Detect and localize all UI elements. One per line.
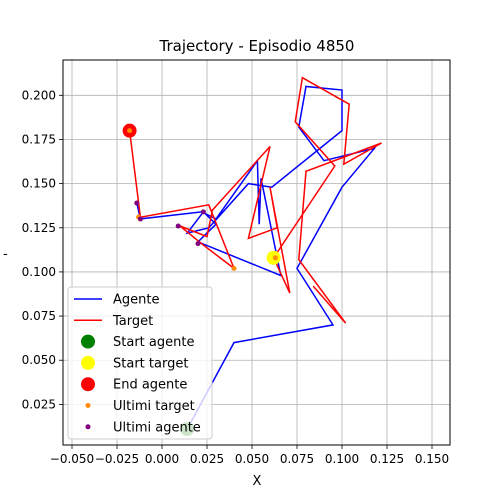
legend-swatch-start-agente	[81, 334, 95, 349]
y-tick-label: 0.025	[22, 397, 56, 411]
legend-swatch-start-target	[81, 355, 95, 370]
y-tick-label: 0.200	[22, 88, 56, 102]
marker-ultimi-agente	[195, 241, 201, 247]
series-line-target	[128, 76, 382, 324]
x-tick-label: 0.100	[325, 452, 359, 466]
y-axis-label: -	[3, 247, 8, 262]
legend-label-start-agente: Start agente	[113, 335, 194, 350]
x-tick-label: 0.050	[235, 452, 269, 466]
legend-label-ultimi-agente: Ultimi agente	[113, 420, 201, 435]
grid	[63, 60, 450, 445]
x-tick-label: 0.000	[145, 452, 179, 466]
legend-label-target: Target	[112, 314, 153, 329]
chart-title: Trajectory - Episodio 4850	[159, 37, 355, 55]
x-tick-label: 0.125	[370, 452, 404, 466]
marker-ultimi-agente	[134, 200, 140, 206]
y-tick-label: 0.175	[22, 132, 56, 146]
legend-swatch-ultimi-agente	[85, 424, 91, 430]
y-tick-label: 0.100	[22, 265, 56, 279]
x-axis-label: X	[253, 474, 262, 489]
axis-ticks: −0.050 −0.025 0.000 0.025 0.050 0.075 0.100 0.1…	[22, 88, 450, 466]
x-tick-label: 0.150	[415, 452, 449, 466]
marker-ultimi-agente	[200, 209, 206, 215]
x-tick-label: −0.025	[95, 452, 139, 466]
legend-label-end-agente: End agente	[113, 378, 187, 393]
marker-ultimi-target	[127, 128, 133, 134]
legend-label-agente: Agente	[113, 293, 159, 308]
series-line-agente	[136, 85, 377, 430]
legend-box	[67, 286, 213, 440]
marker-ultimi-target	[231, 265, 237, 271]
y-tick-label: 0.050	[22, 353, 56, 367]
legend-label-ultimi-target: Ultimi target	[113, 399, 195, 414]
marker-ultimi-target	[272, 255, 278, 261]
marker-ultimi-agente	[137, 216, 143, 222]
legend-label-start-target: Start target	[113, 356, 188, 371]
marker-ultimi-agente	[175, 223, 181, 229]
legend-swatch-end-agente	[81, 377, 95, 392]
legend-swatch-ultimi-target	[85, 403, 91, 408]
y-tick-label: 0.125	[22, 221, 56, 235]
y-tick-label: 0.150	[22, 177, 56, 191]
y-tick-label: 0.075	[22, 309, 56, 323]
plot-frame	[62, 59, 451, 446]
x-tick-label: −0.050	[50, 452, 94, 466]
x-tick-label: 0.075	[280, 452, 314, 466]
x-tick-label: 0.025	[190, 452, 224, 466]
legend: Agente Target Start agente Start target End …	[67, 286, 213, 440]
